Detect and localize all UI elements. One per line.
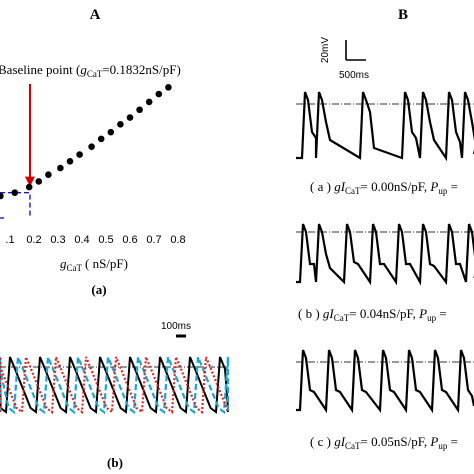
baseline-guide <box>0 191 31 218</box>
overlay-trace-dotted <box>0 356 230 415</box>
scatter-point <box>165 84 172 91</box>
scatter-point <box>107 128 115 136</box>
voltage-scalebar-label: 20mV <box>320 37 331 63</box>
scatter-point <box>88 143 95 151</box>
x-tick-label: 0.2 <box>26 234 41 246</box>
scatter-point <box>126 114 134 121</box>
ap-traces <box>296 91 474 414</box>
scatter-point <box>145 98 153 106</box>
x-tick-label: 0.7 <box>146 234 161 246</box>
scatter-point <box>25 183 33 191</box>
x-tick-label: 0.4 <box>74 234 89 246</box>
ap-trace <box>296 91 474 162</box>
scatter-points <box>0 84 172 200</box>
panel-a-title: A <box>90 7 101 23</box>
baseline-arrow <box>24 84 35 187</box>
baseline-box <box>0 191 31 219</box>
scatter-plot: Baseline point (gCaT=0.1832nS/pF) .1 0.2 0… <box>0 62 186 297</box>
x-tick-label: 0.6 <box>122 234 137 246</box>
subfigure-a-label: (a) <box>91 282 106 297</box>
x-axis-label: gCaT( nS/pF) <box>60 256 128 273</box>
ap-trace <box>296 223 474 286</box>
trace-b-caption: ( b ) gICaT= 0.04nS/pF, Pup = <box>298 306 447 323</box>
scatter-point <box>57 164 64 172</box>
scatter-point <box>117 121 124 128</box>
scatter-point <box>155 90 163 98</box>
trace-c-caption: ( c ) gICaT= 0.05nS/pF, Pup = <box>310 434 458 451</box>
arrow-head <box>24 176 35 187</box>
overlay-traces <box>0 356 230 415</box>
trace-a-caption: ( a ) gICaT= 0.00nS/pF, Pup = <box>310 179 458 196</box>
scatter-point <box>76 151 83 158</box>
overlay-trace-dashed <box>0 356 230 415</box>
ap-trace <box>296 349 474 414</box>
x-tick-label: 0.8 <box>170 234 185 246</box>
time-scalebar-label: 100ms <box>161 321 191 332</box>
scatter-point <box>45 171 52 179</box>
x-tick-label: 0.5 <box>98 234 113 246</box>
x-axis-ticks: .1 0.2 0.3 0.4 0.5 0.6 0.7 0.8 <box>5 234 185 246</box>
x-tick-label: 0.3 <box>50 234 65 246</box>
scatter-point <box>136 106 143 114</box>
time-scalebar-b-label: 500ms <box>339 70 369 81</box>
scatter-point <box>97 135 105 143</box>
scatter-point <box>11 189 19 196</box>
baseline-annotation: Baseline point (gCaT=0.1832nS/pF) <box>0 62 181 79</box>
action-potential-panel: 20mV 500ms ( a ) gICaT= 0.00nS/pF, Pup =… <box>296 37 474 451</box>
subfigure-b-label: (b) <box>107 455 123 470</box>
panel-b-title: B <box>398 7 408 23</box>
overlay-traces-plot: 100ms (b) <box>0 321 230 470</box>
scatter-point <box>66 157 74 165</box>
overlay-trace-solid <box>0 356 229 414</box>
scatter-point <box>0 192 4 200</box>
scatter-point <box>35 178 43 185</box>
x-tick-label: .1 <box>5 234 14 246</box>
